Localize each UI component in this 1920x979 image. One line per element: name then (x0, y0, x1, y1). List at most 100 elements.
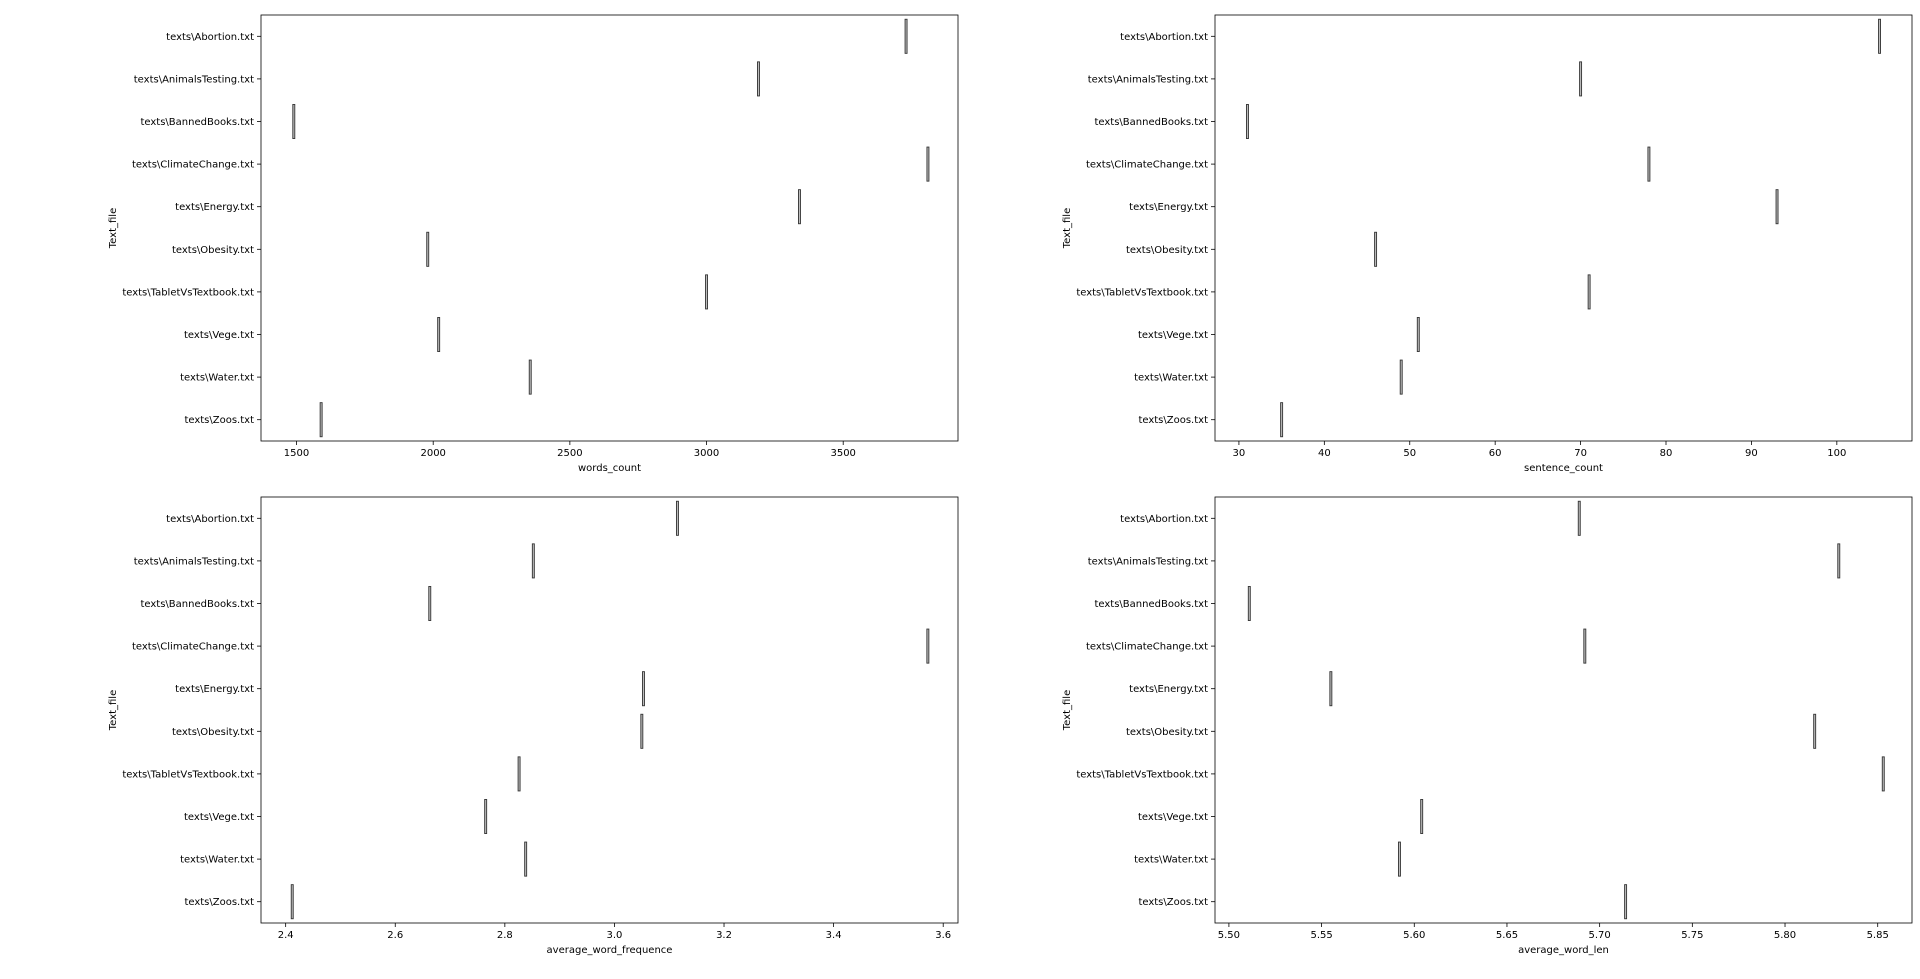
y-tick-label: texts\Vege.txt (184, 812, 254, 823)
box-mark (1579, 61, 1583, 97)
y-tick-label: texts\Water.txt (1134, 373, 1208, 384)
x-tick-label: 5.60 (1403, 930, 1425, 941)
x-tick-label: 1500 (284, 448, 309, 459)
y-axis-label: Text_file (1062, 690, 1073, 731)
y-tick-label: texts\AnimalsTesting.txt (1088, 74, 1208, 85)
y-tick-label: texts\Energy.txt (1129, 684, 1208, 695)
x-tick-label: 2.6 (387, 930, 403, 941)
x-tick-label: 2.4 (278, 930, 294, 941)
box-mark (926, 146, 930, 182)
box-mark (640, 713, 644, 749)
box-mark (1775, 189, 1779, 225)
x-tick-label: 3500 (830, 448, 855, 459)
x-tick-label: 5.85 (1867, 930, 1889, 941)
box-mark (904, 18, 908, 54)
box-mark (1881, 756, 1885, 792)
y-tick-label: texts\BannedBooks.txt (1094, 599, 1208, 610)
x-tick-label: 2.8 (497, 930, 513, 941)
axes-frame (260, 14, 959, 442)
box-mark (926, 628, 930, 664)
x-tick-label: 80 (1660, 448, 1673, 459)
x-tick-label: 3.4 (826, 930, 842, 941)
x-axis-label: sentence_count (1524, 463, 1603, 474)
axes-frame (260, 496, 959, 924)
y-tick-label: texts\Water.txt (180, 855, 254, 866)
x-tick-label: 5.50 (1218, 930, 1240, 941)
x-tick-label: 3000 (694, 448, 719, 459)
box-mark (1329, 671, 1333, 707)
y-tick-label: texts\Zoos.txt (1138, 415, 1208, 426)
y-tick-label: texts\Abortion.txt (1120, 514, 1208, 525)
chart-panel-2: 30 40 50 60 70 80 90 100 texts\Abortion.txt texts… (1062, 14, 1913, 474)
x-tick-label: 3.0 (606, 930, 622, 941)
y-tick-label: texts\BannedBooks.txt (140, 599, 254, 610)
y-tick-label: texts\Obesity.txt (172, 245, 254, 256)
y-tick-label: texts\TabletVsTextbook.txt (1076, 769, 1208, 780)
axes-frame (1214, 14, 1913, 442)
x-axis-label: average_word_frequence (547, 945, 673, 956)
box-mark (1878, 18, 1881, 54)
x-tick-label: 3.6 (935, 930, 951, 941)
y-tick-label: texts\Abortion.txt (166, 32, 254, 43)
x-tick-label: 5.80 (1774, 930, 1796, 941)
y-tick-label: texts\Obesity.txt (1126, 245, 1208, 256)
box-mark (292, 104, 296, 139)
y-tick-label: texts\TabletVsTextbook.txt (1076, 287, 1208, 298)
x-tick-label: 5.70 (1589, 930, 1611, 941)
y-tick-label: texts\Obesity.txt (172, 727, 254, 738)
y-tick-label: texts\AnimalsTesting.txt (134, 74, 254, 85)
x-tick-label: 30 (1233, 448, 1246, 459)
box-mark (757, 61, 760, 97)
y-tick-label: texts\ClimateChange.txt (1086, 642, 1208, 653)
x-axis-label: average_word_len (1518, 945, 1609, 956)
box-mark (1374, 231, 1378, 267)
y-tick-label: texts\Energy.txt (175, 202, 254, 213)
box-mark (426, 231, 430, 267)
y-tick-label: texts\Obesity.txt (1126, 727, 1208, 738)
box-mark (1624, 884, 1628, 920)
y-tick-label: texts\ClimateChange.txt (132, 642, 254, 653)
y-tick-label: texts\Zoos.txt (184, 415, 254, 426)
box-mark (1397, 841, 1401, 877)
x-axis-label: words_count (578, 463, 641, 474)
y-tick-label: texts\ClimateChange.txt (132, 160, 254, 171)
y-tick-label: texts\AnimalsTesting.txt (134, 556, 254, 567)
chart-panel-1: 1500 2000 2500 3000 3500 texts\Abortion.txt te… (108, 14, 959, 474)
y-tick-label: texts\Vege.txt (184, 330, 254, 341)
y-tick-label: texts\Energy.txt (1129, 202, 1208, 213)
y-tick-label: texts\Water.txt (1134, 855, 1208, 866)
box-mark (290, 884, 294, 920)
y-tick-label: texts\Vege.txt (1138, 812, 1208, 823)
x-tick-label: 5.75 (1681, 930, 1703, 941)
x-tick-label: 5.55 (1310, 930, 1332, 941)
box-mark (524, 841, 528, 877)
y-tick-label: texts\BannedBooks.txt (1094, 117, 1208, 128)
box-mark (1246, 104, 1249, 139)
y-tick-label: texts\TabletVsTextbook.txt (122, 287, 254, 298)
x-tick-label: 2000 (420, 448, 445, 459)
box-mark (642, 671, 645, 707)
box-mark (1813, 713, 1817, 749)
y-tick-label: texts\Water.txt (180, 373, 254, 384)
box-mark (428, 586, 432, 621)
box-mark (528, 359, 532, 395)
x-tick-label: 2500 (557, 448, 582, 459)
box-mark (517, 756, 521, 792)
box-mark (798, 189, 801, 225)
box-mark (437, 317, 441, 352)
y-tick-label: texts\TabletVsTextbook.txt (122, 769, 254, 780)
y-axis-label: Text_file (108, 208, 119, 249)
y-tick-label: texts\Vege.txt (1138, 330, 1208, 341)
y-tick-label: texts\Abortion.txt (1120, 32, 1208, 43)
box-mark (1587, 274, 1591, 310)
box-mark (1420, 799, 1424, 834)
y-tick-label: texts\ClimateChange.txt (1086, 160, 1208, 171)
y-tick-label: texts\Energy.txt (175, 684, 254, 695)
box-mark (484, 799, 488, 834)
y-tick-label: texts\Zoos.txt (1138, 897, 1208, 908)
box-mark (1583, 628, 1587, 664)
x-tick-label: 70 (1574, 448, 1587, 459)
box-mark (1399, 359, 1403, 395)
